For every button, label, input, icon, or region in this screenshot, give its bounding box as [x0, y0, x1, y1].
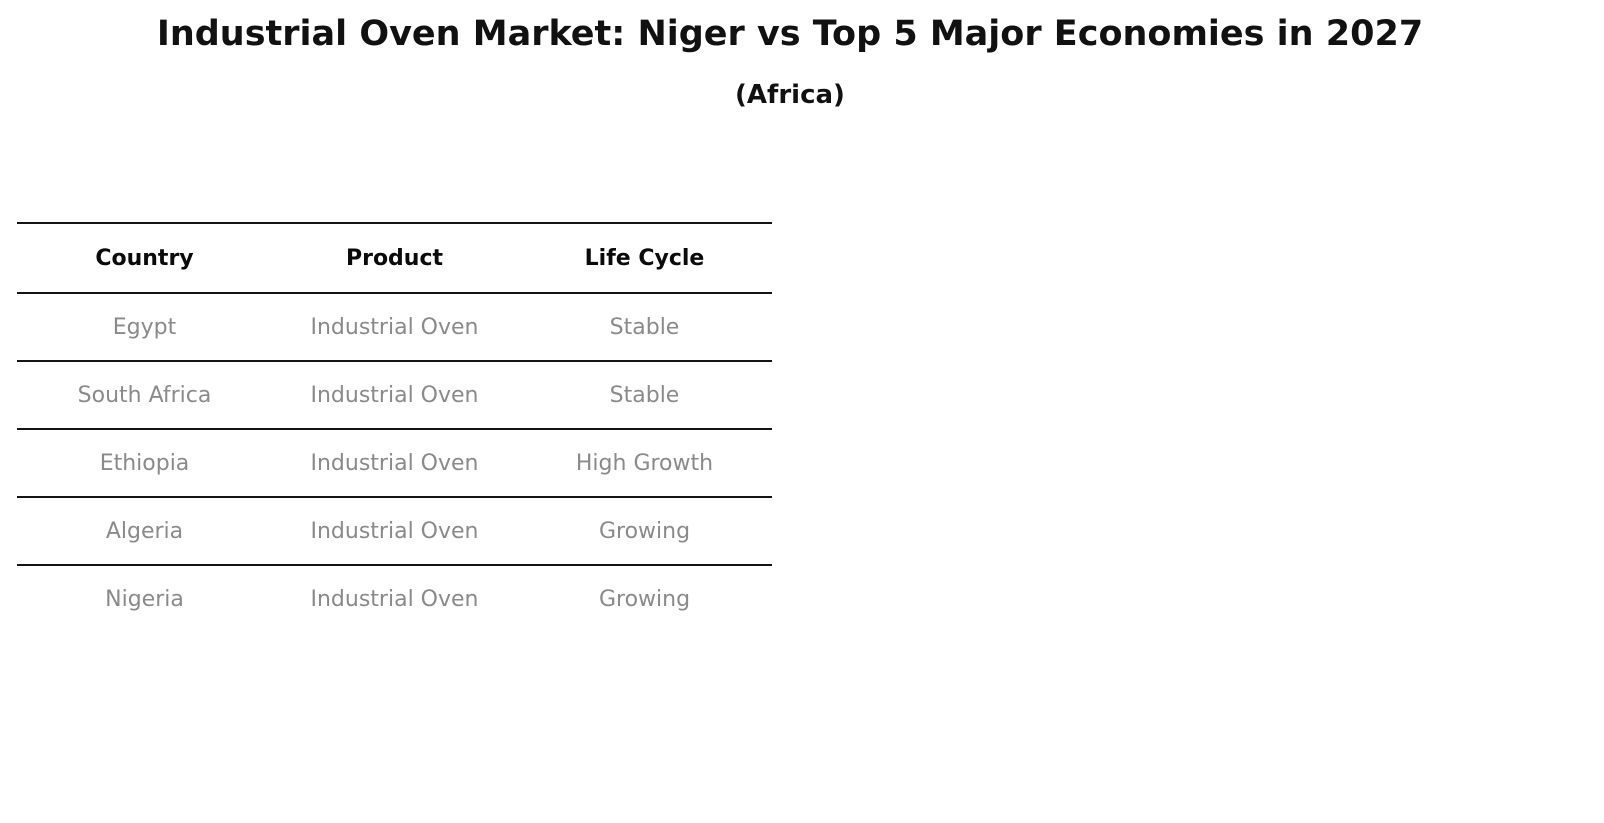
cell-product: Industrial Oven [310, 450, 479, 476]
country-table: Country Product Life Cycle Egypt Industr… [17, 222, 772, 632]
table-row: Ethiopia Industrial Oven High Growth [17, 428, 772, 496]
cell-product: Industrial Oven [310, 314, 479, 340]
table-row: Nigeria Industrial Oven Growing [17, 564, 772, 632]
cell-country: South Africa [77, 382, 212, 408]
cell-life-cycle: High Growth [575, 450, 714, 476]
cell-country: Egypt [112, 314, 177, 340]
cell-country: Algeria [105, 518, 184, 544]
cell-life-cycle: Growing [598, 586, 691, 612]
chart-subtitle: (Africa) [735, 80, 845, 110]
table-row: Algeria Industrial Oven Growing [17, 496, 772, 564]
column-header-country: Country [95, 245, 194, 271]
column-header-life-cycle: Life Cycle [584, 245, 705, 271]
cell-product: Industrial Oven [310, 382, 479, 408]
table-row: South Africa Industrial Oven Stable [17, 360, 772, 428]
table-header-row: Country Product Life Cycle [17, 222, 772, 292]
cell-product: Industrial Oven [310, 518, 479, 544]
chart-title: Industrial Oven Market: Niger vs Top 5 M… [156, 14, 1424, 54]
cell-country: Nigeria [105, 586, 184, 612]
cell-life-cycle: Stable [609, 382, 680, 408]
cell-life-cycle: Stable [609, 314, 680, 340]
table-row: Egypt Industrial Oven Stable [17, 292, 772, 360]
cell-country: Ethiopia [99, 450, 190, 476]
cell-product: Industrial Oven [310, 586, 479, 612]
cell-life-cycle: Growing [598, 518, 691, 544]
column-header-product: Product [345, 245, 444, 271]
